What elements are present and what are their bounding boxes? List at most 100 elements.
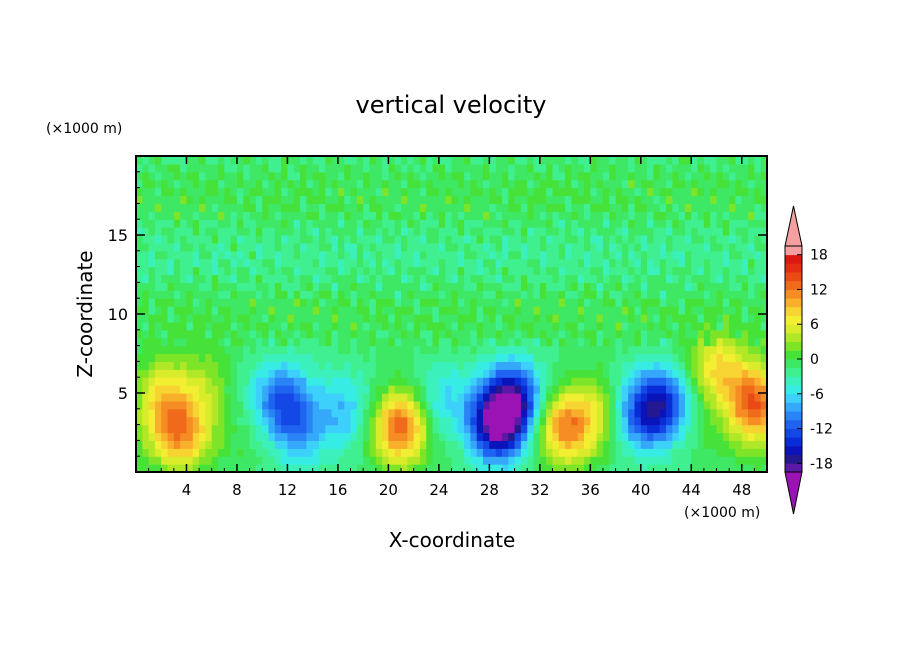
- field-cell: [760, 377, 767, 386]
- field-cell: [666, 258, 673, 268]
- field-cell: [571, 456, 579, 465]
- field-cell: [312, 353, 320, 362]
- field-cell: [546, 464, 554, 472]
- field-cell: [394, 377, 402, 386]
- field-cell: [318, 179, 326, 189]
- field-cell: [489, 211, 497, 220]
- field-cell: [483, 345, 490, 355]
- field-cell: [571, 211, 579, 220]
- field-cell: [287, 235, 295, 244]
- field-cell: [716, 385, 724, 394]
- field-cell: [192, 393, 200, 402]
- field-cell: [634, 211, 642, 220]
- field-cell: [394, 211, 402, 220]
- field-cell: [741, 345, 749, 355]
- field-cell: [331, 393, 339, 402]
- field-cell: [306, 156, 314, 165]
- field-cell: [136, 266, 143, 276]
- field-cell: [647, 314, 655, 323]
- field-cell: [508, 440, 516, 449]
- field-cell: [363, 258, 371, 268]
- field-cell: [186, 282, 194, 291]
- field-cell: [375, 227, 383, 236]
- field-cell: [224, 274, 232, 283]
- field-cell: [590, 211, 598, 220]
- field-cell: [401, 250, 408, 260]
- field-cell: [142, 400, 150, 410]
- field-cell: [401, 227, 408, 236]
- field-cell: [659, 282, 667, 291]
- field-cell: [527, 377, 535, 386]
- field-cell: [312, 432, 320, 441]
- field-cell: [470, 400, 478, 410]
- field-cell: [136, 227, 143, 236]
- field-cell: [552, 456, 560, 465]
- field-cell: [344, 416, 352, 426]
- field-cell: [691, 235, 699, 244]
- field-cell: [659, 440, 667, 449]
- field-cell: [672, 227, 680, 236]
- field-cell: [344, 408, 352, 418]
- field-cell: [539, 424, 547, 434]
- field-cell: [748, 408, 755, 418]
- field-cell: [703, 250, 711, 260]
- field-cell: [218, 337, 225, 347]
- field-cell: [369, 408, 377, 418]
- field-cell: [596, 361, 604, 370]
- field-cell: [413, 306, 421, 315]
- field-cell: [167, 298, 175, 307]
- field-cell: [426, 416, 434, 426]
- field-cell: [432, 400, 440, 410]
- field-cell: [337, 290, 345, 299]
- field-cell: [350, 266, 358, 276]
- field-cell: [590, 393, 598, 402]
- chart-title: vertical velocity: [356, 91, 547, 119]
- field-cell: [672, 242, 680, 252]
- field-cell: [514, 203, 522, 212]
- field-cell: [552, 400, 560, 410]
- field-cell: [729, 385, 737, 394]
- field-cell: [154, 361, 162, 370]
- field-cell: [318, 187, 326, 197]
- field-cell: [224, 321, 232, 331]
- field-cell: [653, 432, 661, 441]
- field-cell: [558, 258, 566, 268]
- field-cell: [344, 227, 352, 236]
- field-cell: [483, 298, 490, 307]
- field-cell: [438, 195, 446, 204]
- field-cell: [584, 266, 591, 276]
- field-cell: [211, 314, 219, 323]
- field-cell: [432, 282, 440, 291]
- field-cell: [476, 456, 484, 465]
- field-cell: [615, 179, 623, 189]
- field-cell: [180, 400, 188, 410]
- field-cell: [287, 250, 295, 260]
- field-cell: [306, 282, 314, 291]
- field-cell: [167, 329, 175, 339]
- field-cell: [640, 203, 648, 212]
- field-cell: [621, 353, 629, 362]
- field-cell: [470, 416, 478, 426]
- field-cell: [205, 274, 213, 283]
- field-cell: [470, 227, 478, 236]
- field-cell: [722, 393, 730, 402]
- field-cell: [426, 456, 434, 465]
- field-cell: [224, 227, 232, 236]
- field-cell: [489, 440, 497, 449]
- field-cell: [647, 385, 655, 394]
- field-cell: [426, 321, 434, 331]
- field-cell: [224, 163, 232, 173]
- field-cell: [438, 393, 446, 402]
- field-cell: [413, 250, 421, 260]
- field-cell: [211, 156, 219, 165]
- field-cell: [394, 250, 402, 260]
- field-cell: [501, 329, 509, 339]
- field-cell: [325, 432, 333, 441]
- field-cell: [413, 440, 421, 449]
- field-cell: [363, 274, 371, 283]
- field-cell: [382, 456, 389, 465]
- field-cell: [161, 400, 169, 410]
- field-cell: [451, 432, 459, 441]
- field-cell: [199, 274, 207, 283]
- field-cell: [577, 416, 585, 426]
